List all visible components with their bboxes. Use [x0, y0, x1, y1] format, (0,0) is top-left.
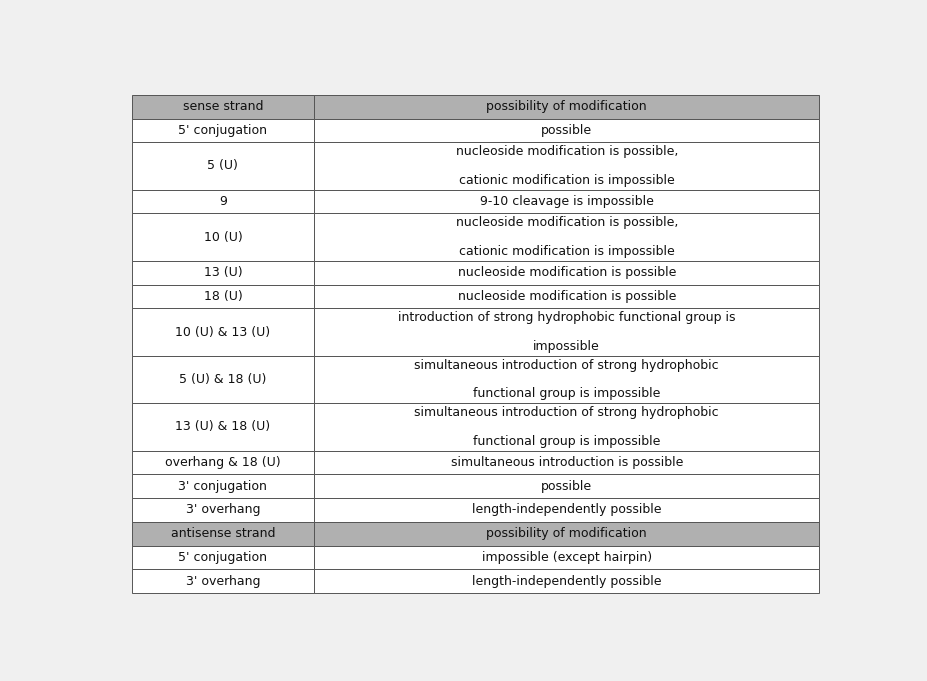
Text: 5' conjugation: 5' conjugation: [178, 551, 267, 564]
Text: simultaneous introduction of strong hydrophobic: simultaneous introduction of strong hydr…: [414, 406, 718, 419]
Bar: [313, 403, 819, 451]
Bar: [313, 545, 819, 569]
Bar: [313, 95, 819, 118]
Text: nucleoside modification is possible: nucleoside modification is possible: [457, 266, 675, 279]
Text: 9-10 cleavage is impossible: 9-10 cleavage is impossible: [479, 195, 653, 208]
Text: 3' overhang: 3' overhang: [185, 503, 260, 516]
Text: length-independently possible: length-independently possible: [472, 575, 661, 588]
Bar: [313, 261, 819, 285]
Bar: [313, 475, 819, 498]
Bar: [132, 569, 313, 593]
Bar: [313, 118, 819, 142]
Bar: [132, 475, 313, 498]
Text: possible: possible: [540, 124, 591, 137]
Text: 10 (U) & 13 (U): 10 (U) & 13 (U): [175, 326, 270, 338]
Text: possibility of modification: possibility of modification: [486, 100, 646, 113]
Bar: [132, 451, 313, 475]
Text: nucleoside modification is possible: nucleoside modification is possible: [457, 290, 675, 303]
Text: 5 (U): 5 (U): [208, 159, 238, 172]
Text: simultaneous introduction is possible: simultaneous introduction is possible: [450, 456, 682, 469]
Bar: [313, 355, 819, 403]
Bar: [313, 190, 819, 213]
Text: impossible: impossible: [533, 340, 600, 353]
Text: sense strand: sense strand: [183, 100, 263, 113]
Text: antisense strand: antisense strand: [171, 527, 275, 540]
Text: 13 (U): 13 (U): [203, 266, 242, 279]
Bar: [132, 308, 313, 355]
Bar: [313, 451, 819, 475]
Bar: [132, 118, 313, 142]
Text: cationic modification is impossible: cationic modification is impossible: [458, 174, 674, 187]
Bar: [132, 213, 313, 261]
Bar: [313, 213, 819, 261]
Text: cationic modification is impossible: cationic modification is impossible: [458, 245, 674, 258]
Bar: [132, 95, 313, 118]
Text: 10 (U): 10 (U): [203, 231, 242, 244]
Text: functional group is impossible: functional group is impossible: [473, 387, 660, 400]
Text: introduction of strong hydrophobic functional group is: introduction of strong hydrophobic funct…: [398, 311, 735, 324]
Bar: [132, 403, 313, 451]
Bar: [132, 355, 313, 403]
Text: functional group is impossible: functional group is impossible: [473, 434, 660, 447]
Text: 9: 9: [219, 195, 226, 208]
Text: simultaneous introduction of strong hydrophobic: simultaneous introduction of strong hydr…: [414, 359, 718, 372]
Bar: [132, 142, 313, 190]
Text: impossible (except hairpin): impossible (except hairpin): [481, 551, 651, 564]
Bar: [313, 522, 819, 545]
Bar: [132, 190, 313, 213]
Bar: [313, 142, 819, 190]
Text: 5 (U) & 18 (U): 5 (U) & 18 (U): [179, 373, 266, 386]
Bar: [132, 498, 313, 522]
Text: nucleoside modification is possible,: nucleoside modification is possible,: [455, 217, 677, 229]
Text: 3' overhang: 3' overhang: [185, 575, 260, 588]
Text: 13 (U) & 18 (U): 13 (U) & 18 (U): [175, 420, 270, 433]
Text: overhang & 18 (U): overhang & 18 (U): [165, 456, 281, 469]
Text: nucleoside modification is possible,: nucleoside modification is possible,: [455, 145, 677, 158]
Text: possibility of modification: possibility of modification: [486, 527, 646, 540]
Bar: [132, 285, 313, 308]
Text: 3' conjugation: 3' conjugation: [178, 479, 267, 493]
Bar: [313, 308, 819, 355]
Bar: [132, 522, 313, 545]
Text: 18 (U): 18 (U): [203, 290, 242, 303]
Bar: [132, 545, 313, 569]
Text: length-independently possible: length-independently possible: [472, 503, 661, 516]
Text: 5' conjugation: 5' conjugation: [178, 124, 267, 137]
Text: possible: possible: [540, 479, 591, 493]
Bar: [313, 285, 819, 308]
Bar: [313, 569, 819, 593]
Bar: [313, 498, 819, 522]
Bar: [132, 261, 313, 285]
